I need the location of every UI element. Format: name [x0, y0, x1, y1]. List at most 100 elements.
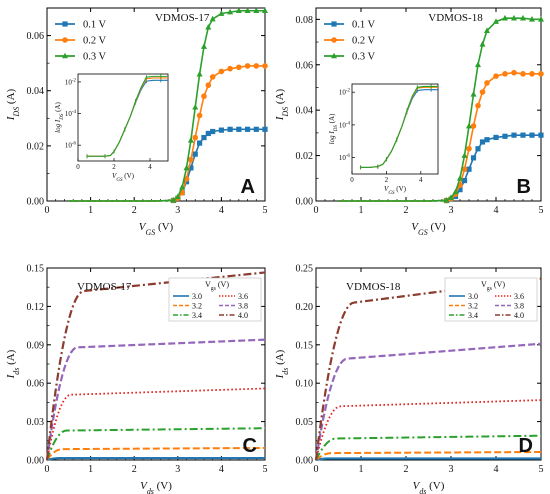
x-tick-label: 2: [132, 205, 137, 216]
data-point: [538, 71, 544, 77]
data-point: [209, 15, 216, 22]
series-0-3V: [68, 7, 268, 203]
inset-frame: [351, 83, 439, 175]
inset-frame: [77, 73, 169, 162]
series-vgs-3-6: [315, 399, 542, 461]
data-point: [475, 102, 481, 109]
data-point: [461, 166, 468, 173]
y-tick-label: 0.06: [27, 31, 45, 42]
x-tick-label: 3: [449, 464, 454, 475]
legend-marker: [62, 52, 68, 59]
panel-letter: C: [243, 435, 257, 457]
y-tick-label: 0.00: [27, 197, 45, 208]
data-point: [218, 68, 225, 75]
data-point: [475, 61, 481, 68]
data-point: [511, 14, 517, 21]
inset-y-tick-label: 10-4: [339, 121, 351, 129]
chart-title: VDMOS-17: [77, 281, 132, 293]
data-point: [479, 89, 486, 95]
legend-label: 0.2 V: [352, 36, 376, 47]
data-point: [475, 146, 481, 152]
data-point: [502, 14, 508, 21]
y-tick-label: 0.00: [296, 197, 314, 208]
x-tick-label: 2: [404, 205, 409, 216]
inset-y-axis-label: log IDS (A): [54, 102, 65, 133]
y-tick-label: 0.04: [296, 106, 314, 117]
legend-marker: [62, 21, 68, 27]
inset-x-tick-label: 4: [148, 163, 152, 171]
inset-x-axis-label: VGS (V): [384, 185, 407, 196]
data-point: [192, 103, 199, 110]
data-point: [466, 166, 472, 172]
y-tick-label: 0.25: [296, 264, 314, 275]
y-axis-label: Ids (A): [5, 349, 21, 379]
legend: 0.1 V 0.2 V 0.3 V: [55, 20, 107, 63]
y-tick-label: 0.08: [296, 15, 314, 26]
data-point: [484, 80, 490, 86]
x-tick-label: 4: [494, 205, 499, 216]
data-point: [183, 164, 190, 171]
data-point: [218, 10, 225, 16]
data-point: [262, 126, 268, 132]
chart-title: VDMOS-17: [155, 12, 210, 24]
x-tick-label: 0: [314, 205, 319, 216]
inset-x-axis-label: VGS (V): [112, 172, 135, 183]
legend-label: 3.2: [192, 302, 202, 311]
panel-b: 0 1 2 3 4 5 0.00 0.02 0.04 0.06 0.08 VGS (V) IDS (A)…: [274, 7, 544, 237]
inset-y-tick-label: 10-6: [339, 154, 351, 162]
data-point: [205, 24, 212, 30]
data-point: [253, 63, 260, 69]
data-point: [493, 18, 499, 24]
data-point: [218, 127, 224, 133]
legend: 0.1 V 0.2 V 0.3 V: [324, 20, 376, 63]
data-point: [484, 137, 490, 143]
data-point: [244, 126, 251, 132]
data-point: [244, 63, 251, 69]
series-vgs-3-8: [45, 338, 266, 461]
data-point: [520, 14, 526, 21]
inset-series-line: [360, 85, 438, 169]
data-point: [493, 73, 499, 79]
panel-letter: D: [519, 435, 533, 457]
data-point: [227, 65, 233, 72]
data-point: [511, 69, 517, 76]
data-point: [227, 8, 234, 15]
data-point: [470, 155, 477, 161]
data-point: [529, 71, 535, 77]
series-vgs-3-4: [46, 427, 266, 461]
legend-label: 0.2 V: [83, 36, 107, 47]
legend-marker: [62, 37, 68, 43]
y-tick-label: 0.15: [27, 264, 45, 275]
legend-label: 4.0: [238, 311, 248, 320]
data-point: [466, 145, 472, 152]
legend-marker: [331, 37, 337, 43]
legend-box: [168, 277, 262, 322]
legend-box: [444, 277, 538, 322]
legend-marker: [331, 21, 337, 27]
x-tick-label: 4: [494, 464, 499, 475]
x-tick-label: 1: [359, 464, 364, 475]
data-point: [443, 197, 450, 203]
x-axis-label: VGS (V): [139, 221, 174, 237]
legend-label: 3.4: [468, 311, 478, 320]
data-point: [484, 27, 490, 34]
series-vgs-3-2: [46, 446, 266, 461]
data-point: [205, 130, 211, 137]
y-tick-label: 0.06: [27, 379, 45, 390]
inset-x-tick-label: 2: [112, 163, 116, 171]
data-point: [466, 122, 472, 129]
legend-label: 4.0: [514, 311, 524, 320]
series-vgs-3-0: [315, 457, 541, 462]
legend-label: 0.3 V: [352, 52, 376, 63]
data-point: [262, 7, 268, 14]
data-point: [529, 16, 535, 22]
y-tick-label: 0.05: [296, 417, 314, 428]
data-point: [520, 132, 526, 138]
y-axis-label: Ids (A): [274, 349, 290, 379]
data-point: [457, 187, 463, 193]
legend: Vgs (V)3.03.23.43.63.84.0: [444, 277, 538, 322]
x-tick-label: 5: [539, 464, 544, 475]
y-axis-label: IDS (A): [5, 88, 21, 121]
legend-label: 3.6: [238, 292, 248, 301]
